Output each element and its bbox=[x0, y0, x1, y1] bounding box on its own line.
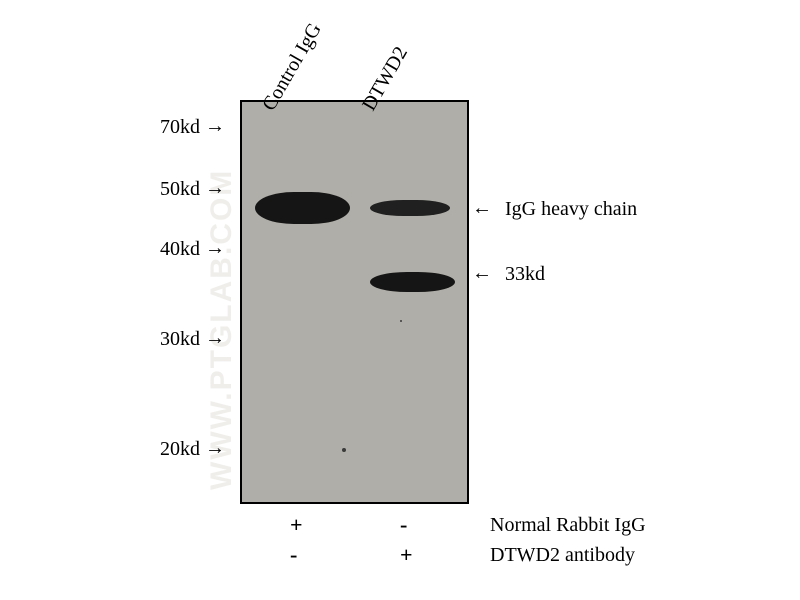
arrow-left-icon: ← bbox=[472, 197, 492, 220]
arrow-right-icon: → bbox=[205, 115, 225, 138]
plus-minus-cell: + bbox=[400, 542, 413, 568]
legend-label: Normal Rabbit IgG bbox=[490, 514, 646, 537]
mw-label: 40kd bbox=[160, 238, 200, 261]
plus-minus-cell: - bbox=[290, 542, 297, 568]
arrow-right-icon: → bbox=[205, 437, 225, 460]
mw-label: 20kd bbox=[160, 438, 200, 461]
plus-minus-cell: + bbox=[290, 512, 303, 538]
band-dtwd2-igg-heavy bbox=[370, 200, 450, 216]
mw-label: 70kd bbox=[160, 116, 200, 139]
annotation-label: 33kd bbox=[505, 263, 545, 286]
arrow-right-icon: → bbox=[205, 237, 225, 260]
arrow-right-icon: → bbox=[205, 177, 225, 200]
blot-membrane bbox=[240, 100, 469, 504]
plus-minus-cell: - bbox=[400, 512, 407, 538]
band-dtwd2-33kd bbox=[370, 272, 455, 292]
annotation-label: IgG heavy chain bbox=[505, 198, 637, 221]
blot-speck bbox=[342, 448, 346, 452]
arrow-right-icon: → bbox=[205, 327, 225, 350]
blot-speck bbox=[400, 320, 402, 322]
mw-label: 30kd bbox=[160, 328, 200, 351]
arrow-left-icon: ← bbox=[472, 262, 492, 285]
legend-label: DTWD2 antibody bbox=[490, 544, 635, 567]
mw-label: 50kd bbox=[160, 178, 200, 201]
figure-container: { "blot": { "left": 240, "top": 100, "wi… bbox=[0, 0, 800, 600]
band-control-igg-heavy bbox=[255, 192, 350, 224]
